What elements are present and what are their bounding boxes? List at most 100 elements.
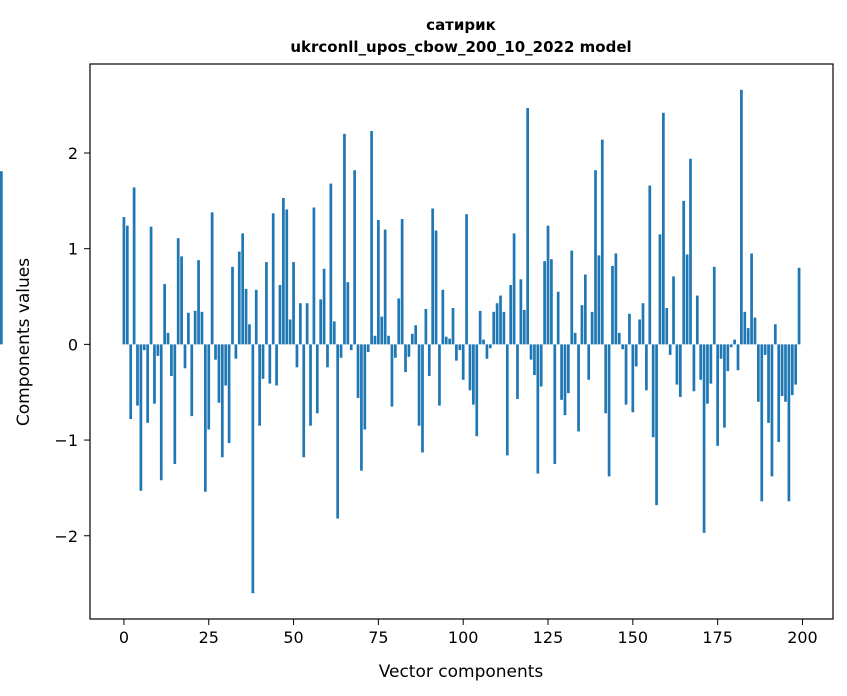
bar [448,338,451,345]
bar [706,344,709,404]
bar [159,344,163,481]
bar [773,324,777,345]
bar [268,344,272,384]
bar [695,295,699,345]
bar [377,219,380,345]
bar [383,229,387,345]
bar [156,344,160,356]
bar [166,332,170,345]
bar [716,344,719,446]
bar [790,344,794,396]
bar [136,344,139,406]
bar [723,344,726,428]
bar [417,344,421,426]
bar [611,265,614,345]
bar [421,344,424,453]
bar [485,344,489,359]
bar [139,344,143,491]
bar [295,344,299,368]
bar [475,344,479,437]
bar [641,303,645,345]
bar [149,226,153,345]
bar [404,344,407,373]
bar [207,344,211,430]
bar [315,344,319,414]
bar [729,344,733,348]
bar [190,344,194,417]
bar [529,344,533,360]
bar [261,344,265,379]
bar [746,328,750,345]
bar [343,133,346,345]
bar [682,200,686,345]
bar [170,344,173,376]
bar [305,303,309,345]
bar [550,259,553,345]
bar [329,183,333,345]
bar [193,310,197,345]
bar [366,344,370,353]
bar [478,310,482,345]
bar [410,333,414,345]
x-axis-label: Vector components [379,662,544,682]
bar [349,344,353,351]
bar [634,344,638,367]
bar [387,335,390,345]
y-axis-ticks: −2 −1 0 1 2 [54,144,90,546]
bar [662,112,665,345]
bar [709,344,713,384]
bar [0,171,3,345]
bar [326,344,329,368]
bar [750,253,753,345]
bar [665,308,669,345]
bar [733,339,736,345]
bar [645,344,648,391]
bar [794,344,798,385]
bar [227,344,231,443]
bar [200,311,204,345]
bar [234,344,238,359]
bar [770,344,774,477]
x-tick-label: 175 [702,628,733,647]
bar [628,313,631,345]
x-axis-ticks: 0 25 50 75 100 125 150 175 200 [119,619,818,647]
bar [685,254,689,345]
bar [702,344,706,533]
y-tick-label: −2 [54,527,78,546]
bar [583,274,587,345]
bar [292,262,295,345]
bar [699,344,703,380]
bar [760,344,764,502]
chart-subtitle: ukrconll_upos_cbow_200_10_2022 model [290,38,631,56]
bar [621,344,625,350]
bar [407,344,411,357]
bar [539,344,543,387]
bar [353,170,356,345]
bar [533,344,536,375]
bar [414,325,418,345]
bar [488,344,492,349]
bar [434,230,438,345]
bar [231,266,234,345]
bar [370,130,373,345]
bar [499,295,502,345]
bar [132,187,136,345]
bar [129,344,133,420]
x-tick-label: 25 [199,628,219,647]
bar [441,289,445,345]
bar [614,253,618,345]
bar [203,344,207,492]
bar [356,344,360,398]
bar [248,324,251,345]
bar [153,344,156,404]
bar [363,344,367,430]
bar [214,344,217,360]
bar [275,344,278,386]
bar [495,303,499,345]
bar [505,344,509,456]
x-tick-label: 125 [533,628,564,647]
bar [332,321,336,345]
bar [556,291,560,345]
bar [607,344,611,477]
